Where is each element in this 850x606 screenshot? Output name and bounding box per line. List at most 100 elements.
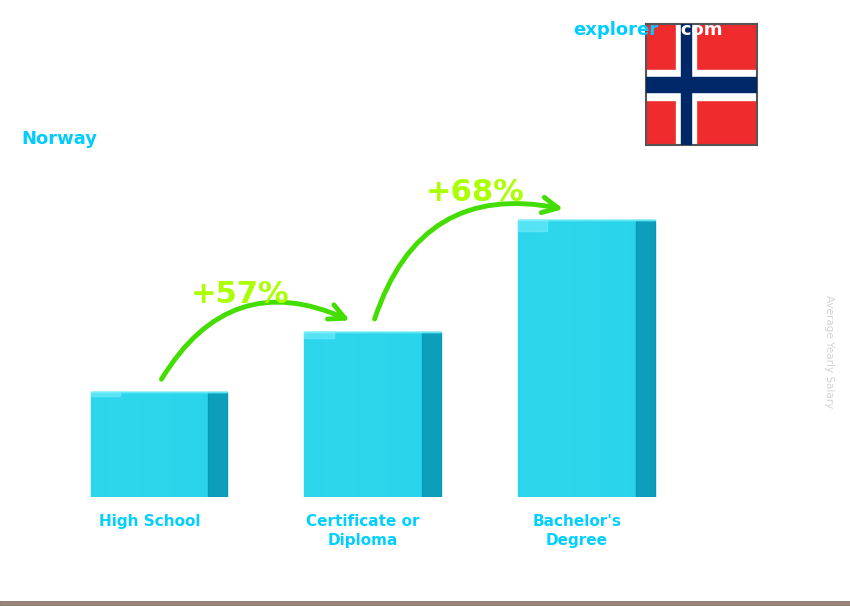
Bar <box>0 603 850 605</box>
Bar <box>0 604 850 606</box>
Bar <box>407 331 409 497</box>
Bar <box>0 602 850 604</box>
Bar <box>395 331 397 497</box>
Bar <box>0 602 850 604</box>
Bar <box>0 604 850 605</box>
Bar <box>646 70 756 100</box>
Bar <box>564 219 565 497</box>
Bar <box>337 331 338 497</box>
Bar <box>0 602 850 604</box>
Bar <box>164 391 166 497</box>
Bar <box>92 391 94 497</box>
Bar <box>0 602 850 605</box>
Bar <box>624 219 626 497</box>
Bar <box>366 331 367 497</box>
Bar <box>180 391 182 497</box>
Bar <box>354 331 355 497</box>
Bar <box>0 602 850 605</box>
Bar <box>0 604 850 605</box>
Bar <box>0 603 850 605</box>
Bar <box>325 331 326 497</box>
Bar <box>0 604 850 605</box>
Bar <box>0 602 850 605</box>
Bar <box>419 331 421 497</box>
Bar <box>0 604 850 606</box>
Bar <box>0 602 850 604</box>
Bar <box>0 602 850 604</box>
Bar <box>0 602 850 604</box>
Bar <box>0 603 850 605</box>
Bar <box>0 604 850 606</box>
Bar <box>399 331 400 497</box>
Bar <box>0 602 850 604</box>
Bar <box>614 219 615 497</box>
Bar <box>0 604 850 605</box>
Bar <box>587 219 588 497</box>
Bar <box>0 602 850 605</box>
Bar <box>0 603 850 605</box>
Bar <box>0 602 850 604</box>
Bar <box>540 219 541 497</box>
Bar <box>130 391 132 497</box>
Bar <box>0 602 850 605</box>
Bar <box>0 604 850 606</box>
Bar <box>0 604 850 606</box>
Bar <box>598 219 600 497</box>
Bar <box>0 604 850 605</box>
Bar <box>0 604 850 605</box>
Bar <box>0 603 850 605</box>
Bar <box>0 604 850 605</box>
Bar <box>584 219 586 497</box>
Bar <box>0 604 850 605</box>
Bar <box>313 331 314 497</box>
Bar <box>136 391 138 497</box>
Bar <box>307 331 309 497</box>
Bar <box>616 219 618 497</box>
Bar <box>0 604 850 605</box>
Bar <box>0 604 850 605</box>
Bar <box>0 603 850 605</box>
Bar <box>588 219 590 497</box>
Bar <box>341 331 343 497</box>
Bar <box>140 391 142 497</box>
Bar <box>519 219 521 497</box>
Bar <box>0 604 850 605</box>
Bar <box>379 331 381 497</box>
Bar <box>0 602 850 604</box>
Bar <box>0 604 850 606</box>
Bar <box>0 603 850 605</box>
Bar <box>0 604 850 605</box>
Bar <box>403 331 405 497</box>
Bar <box>0 603 850 605</box>
Bar <box>0 602 850 605</box>
Bar <box>0 602 850 604</box>
Bar <box>577 219 578 497</box>
Bar <box>0 602 850 605</box>
Text: +57%: +57% <box>191 281 290 310</box>
Bar <box>0 603 850 605</box>
Bar <box>201 391 202 497</box>
Bar <box>359 331 360 497</box>
Bar <box>0 603 850 605</box>
Bar <box>170 391 172 497</box>
Bar <box>361 331 363 497</box>
Bar <box>409 331 410 497</box>
Bar <box>116 391 117 497</box>
Bar <box>0 602 850 604</box>
Bar <box>547 219 549 497</box>
Bar <box>126 391 128 497</box>
Bar <box>202 391 204 497</box>
Bar <box>112 391 114 497</box>
Bar <box>355 331 357 497</box>
Bar <box>0 603 850 605</box>
Bar <box>0 604 850 605</box>
Bar <box>0 604 850 605</box>
Bar <box>0 602 850 604</box>
Bar <box>363 331 365 497</box>
Bar <box>0 603 850 605</box>
Bar <box>558 219 559 497</box>
Bar <box>314 331 316 497</box>
Bar <box>0 602 850 604</box>
Bar <box>0 602 850 604</box>
Bar <box>553 219 555 497</box>
